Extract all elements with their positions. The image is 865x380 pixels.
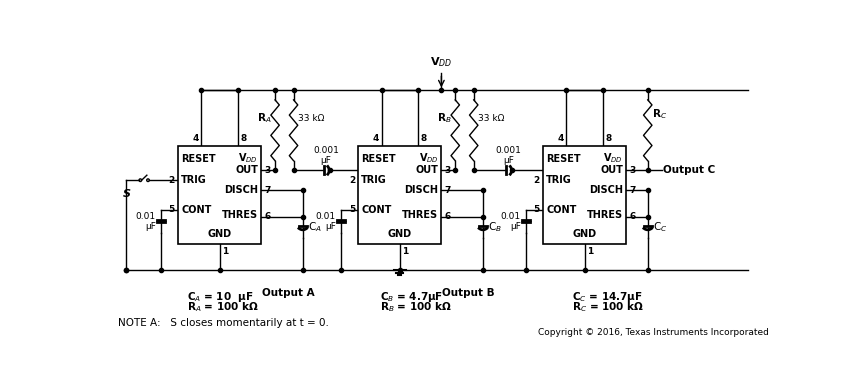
Text: THRES: THRES — [222, 210, 258, 220]
Text: OUT: OUT — [600, 165, 623, 175]
Text: GND: GND — [573, 230, 597, 239]
Text: DISCH: DISCH — [224, 185, 258, 195]
Text: 0.001
μF: 0.001 μF — [313, 146, 339, 165]
Text: 4: 4 — [558, 134, 564, 142]
Text: 0.01
μF: 0.01 μF — [316, 212, 336, 231]
Text: DISCH: DISCH — [404, 185, 439, 195]
Text: TRIG: TRIG — [362, 175, 387, 185]
Text: 6: 6 — [445, 212, 451, 221]
Text: 1: 1 — [587, 247, 593, 256]
Text: R$_C$ = 100 kΩ: R$_C$ = 100 kΩ — [573, 301, 644, 314]
Text: 7: 7 — [445, 185, 451, 195]
Text: 4: 4 — [373, 134, 379, 142]
Text: Output B: Output B — [442, 288, 495, 298]
Text: 0.01
μF: 0.01 μF — [136, 212, 156, 231]
Text: CONT: CONT — [546, 205, 576, 215]
Text: V$_{DD}$: V$_{DD}$ — [419, 152, 439, 165]
Text: C$_B$ = 4.7μF: C$_B$ = 4.7μF — [380, 290, 443, 304]
Text: RESET: RESET — [181, 154, 215, 163]
Bar — [178, 146, 261, 244]
Text: Output A: Output A — [262, 288, 315, 298]
Text: 8: 8 — [420, 134, 426, 142]
Text: R$_C$: R$_C$ — [652, 108, 668, 121]
Text: C$_C$ = 14.7μF: C$_C$ = 14.7μF — [573, 290, 643, 304]
Bar — [358, 146, 441, 244]
Text: 3: 3 — [265, 166, 271, 175]
Text: 3: 3 — [445, 166, 451, 175]
Text: Copyright © 2016, Texas Instruments Incorporated: Copyright © 2016, Texas Instruments Inco… — [538, 328, 769, 337]
Text: V$_{DD}$: V$_{DD}$ — [239, 152, 258, 165]
Text: 0.01
μF: 0.01 μF — [501, 212, 521, 231]
Text: GND: GND — [388, 230, 412, 239]
Text: 5: 5 — [534, 205, 540, 214]
Text: RESET: RESET — [546, 154, 580, 163]
Text: Output C: Output C — [663, 165, 715, 175]
Text: TRIG: TRIG — [181, 175, 207, 185]
Text: 33 kΩ: 33 kΩ — [298, 114, 324, 123]
Text: OUT: OUT — [235, 165, 258, 175]
Text: R$_A$ = 100 kΩ: R$_A$ = 100 kΩ — [188, 301, 260, 314]
Text: C$_B$: C$_B$ — [489, 220, 503, 234]
Text: DISCH: DISCH — [589, 185, 623, 195]
Text: 1: 1 — [402, 247, 408, 256]
Text: 6: 6 — [629, 212, 636, 221]
Text: 33 kΩ: 33 kΩ — [478, 114, 504, 123]
Text: 5: 5 — [349, 205, 356, 214]
Text: THRES: THRES — [402, 210, 439, 220]
Text: S: S — [123, 188, 131, 199]
Text: TRIG: TRIG — [546, 175, 572, 185]
Text: 2: 2 — [349, 176, 356, 185]
Text: CONT: CONT — [362, 205, 392, 215]
Text: 0.001
μF: 0.001 μF — [496, 146, 522, 165]
Text: 1: 1 — [222, 247, 228, 256]
Text: C$_A$: C$_A$ — [308, 220, 322, 234]
Text: 2: 2 — [534, 176, 540, 185]
Text: THRES: THRES — [587, 210, 623, 220]
Text: 4: 4 — [193, 134, 199, 142]
Text: R$_A$: R$_A$ — [257, 111, 272, 125]
Text: CONT: CONT — [181, 205, 212, 215]
Text: 7: 7 — [265, 185, 271, 195]
Text: 8: 8 — [240, 134, 247, 142]
Text: 3: 3 — [629, 166, 636, 175]
Text: V$_{DD}$: V$_{DD}$ — [603, 152, 623, 165]
Text: OUT: OUT — [415, 165, 439, 175]
Text: V$_{DD}$: V$_{DD}$ — [430, 55, 452, 69]
Text: 2: 2 — [169, 176, 175, 185]
Bar — [543, 146, 626, 244]
Text: RESET: RESET — [362, 154, 396, 163]
Text: R$_B$: R$_B$ — [437, 111, 452, 125]
Text: GND: GND — [208, 230, 232, 239]
Text: C$_A$ = 10  μF: C$_A$ = 10 μF — [188, 290, 253, 304]
Text: 8: 8 — [606, 134, 612, 142]
Text: R$_B$ = 100 kΩ: R$_B$ = 100 kΩ — [380, 301, 452, 314]
Text: NOTE A:   S closes momentarily at t = 0.: NOTE A: S closes momentarily at t = 0. — [118, 318, 329, 328]
Text: C$_C$: C$_C$ — [653, 220, 668, 234]
Text: 6: 6 — [265, 212, 271, 221]
Text: 5: 5 — [169, 205, 175, 214]
Text: 7: 7 — [629, 185, 636, 195]
